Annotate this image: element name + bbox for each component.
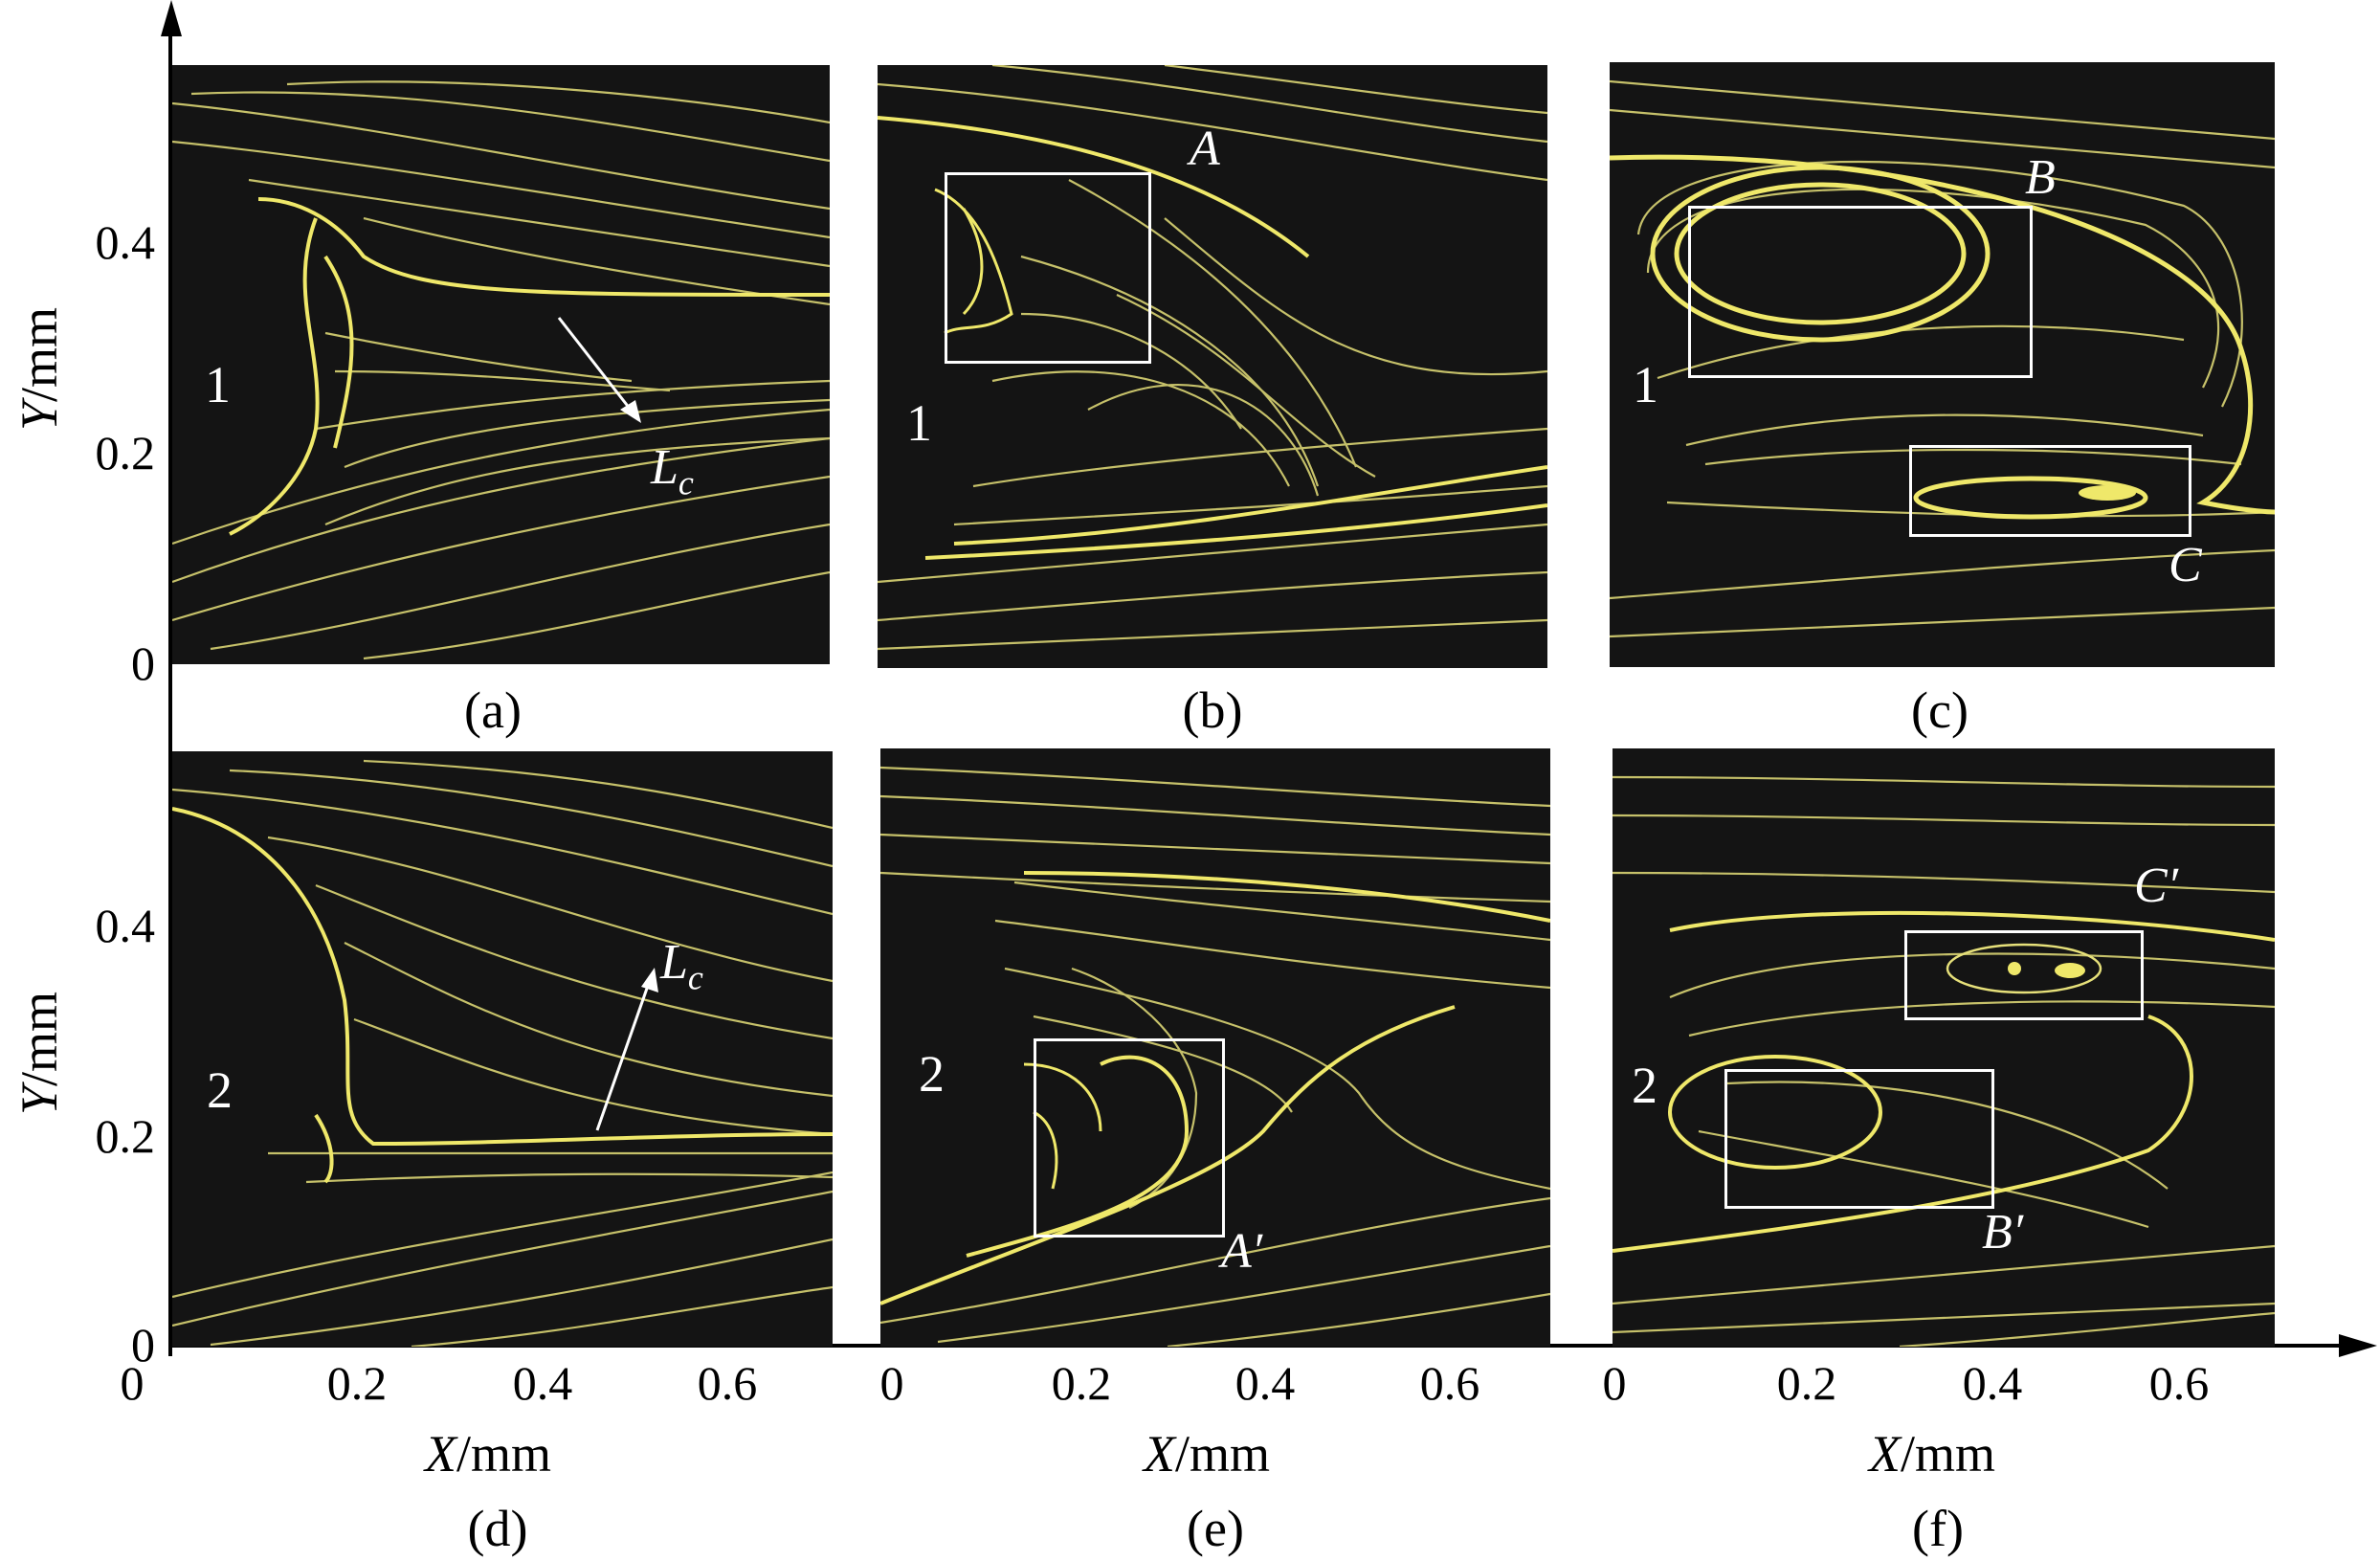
y-axis-title-var: Y [11,401,68,431]
x-tick-label: 0.6 [1419,1356,1480,1410]
panel-caption-f: (f) [1912,1500,1964,1557]
highlight-box-a [945,172,1151,364]
y-axis-line [168,21,172,1356]
x-axis-arrowhead [2339,1334,2377,1357]
panel-e: A′ 2 [880,748,1550,1347]
zone-label-c: 1 [1633,356,1658,413]
y-axis-arrowhead [161,0,182,36]
x-tick-label: 0.6 [2148,1356,2210,1410]
y-axis-title-top: Y/mm [11,306,68,431]
panel-caption-a: (a) [464,681,522,739]
x-axis-title-d: X/mm [425,1428,551,1480]
point-label-A-prime: A′ [1221,1224,1263,1279]
y-tick-label: 0.2 [95,1109,156,1163]
panel-caption-b: (b) [1182,681,1243,739]
lc-label-a: Lc [651,440,694,502]
y-axis-title-unit: /mm [11,306,68,402]
streamlines-f [1613,775,2275,1347]
panel-c: B C 1 [1610,62,2275,667]
zone-label-b: 1 [906,394,932,452]
x-tick-label: 0.4 [512,1356,573,1410]
highlight-box-c [1909,445,2191,537]
y-tick-label: 0 [131,636,155,690]
highlight-box-c-prime [1904,930,2144,1020]
lc-sub: c [687,958,703,997]
point-label-B-prime: B′ [1982,1205,2024,1260]
lc-label-d: Lc [660,935,703,997]
x-tick-label: 0.4 [1962,1356,2023,1410]
lc-arrow-a [557,317,641,423]
streamlines-e [880,766,1550,1347]
x-tick-label: 0.2 [326,1356,388,1410]
x-tick-label: 0.6 [697,1356,758,1410]
x-tick-label: 0.2 [1776,1356,1837,1410]
panel-caption-d: (d) [467,1500,528,1557]
streamlines-b [878,65,1547,651]
streamlines-c [1610,79,2275,638]
panel-a: 1 Lc [172,65,830,664]
x-tick-label: 0 [1602,1356,1627,1410]
zone-label-f: 2 [1632,1057,1657,1114]
highlight-box-b [1688,206,2033,378]
y-axis-title-var: Y [11,1085,68,1115]
streamlines-a [172,80,830,660]
x-tick-label: 0 [879,1356,904,1410]
y-tick-label: 0.2 [95,426,156,479]
point-label-C: C [2169,538,2202,592]
x-axis-title-var: X [1869,1425,1901,1483]
zone-label-e: 2 [919,1045,945,1103]
x-axis-title-unit: /mm [1175,1425,1271,1483]
x-axis-title-unit: /mm [456,1425,552,1483]
x-axis-title-var: X [425,1425,456,1483]
x-axis-title-var: X [1144,1425,1175,1483]
x-axis-title-unit: /mm [1901,1425,1996,1483]
highlight-box-b-prime [1724,1069,1994,1209]
panel-f: C′ B′ 2 [1613,748,2275,1347]
zone-label-a: 1 [205,356,231,413]
lc-arrow-d [595,968,658,1131]
x-tick-label: 0.4 [1234,1356,1296,1410]
x-axis-title-e: X/mm [1144,1428,1270,1480]
y-axis-title-unit: /mm [11,991,68,1086]
lc-text: L [651,440,678,495]
x-tick-label: 0.2 [1051,1356,1112,1410]
x-axis-title-f: X/mm [1869,1428,1995,1480]
panel-b: A 1 [878,65,1547,668]
panel-caption-e: (e) [1187,1500,1244,1557]
lc-sub: c [678,463,694,502]
x-tick-label: 0 [120,1356,145,1410]
point-label-B: B [2025,150,2056,205]
zone-label-d: 2 [207,1061,233,1119]
y-tick-label: 0.4 [95,215,156,269]
streamlines-d [172,759,833,1347]
highlight-box-a-prime [1034,1038,1225,1238]
point-label-C-prime: C′ [2134,859,2179,913]
lc-text: L [660,935,688,990]
panel-d: 2 Lc [172,751,833,1347]
panel-caption-c: (c) [1911,681,1969,739]
y-tick-label: 0 [131,1318,155,1371]
y-tick-label: 0.4 [95,899,156,952]
y-axis-title-bottom: Y/mm [11,991,68,1115]
point-label-A: A [1190,122,1220,176]
